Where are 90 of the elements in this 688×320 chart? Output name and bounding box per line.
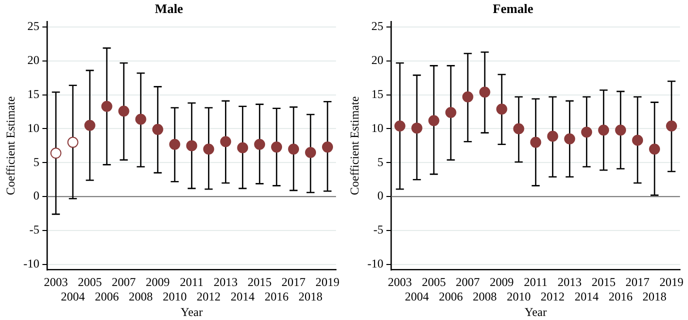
x-tick-label: 2014 [574, 290, 599, 304]
x-tick-label: 2007 [456, 275, 480, 290]
point [254, 138, 266, 150]
y-tick-label: 15 [27, 86, 40, 101]
x-tick-label: 2009 [146, 275, 170, 290]
point [186, 140, 198, 152]
point [564, 133, 576, 144]
point [666, 120, 678, 132]
point [237, 142, 248, 154]
y-axis-title: Coefficient Estimate [347, 96, 362, 196]
y-tick-label: 25 [27, 19, 40, 34]
x-tick-label: 2005 [422, 275, 446, 290]
y-tick-label: 0 [377, 188, 384, 203]
x-tick-label: 2016 [264, 290, 289, 304]
x-tick-label: 2004 [404, 290, 429, 304]
y-tick-label: -10 [367, 256, 384, 271]
point [101, 100, 112, 112]
point [288, 144, 300, 155]
point [169, 138, 180, 150]
point [547, 130, 558, 142]
y-tick-label: 20 [371, 53, 384, 68]
point [445, 106, 456, 118]
point [84, 120, 96, 131]
point [496, 104, 508, 115]
point [50, 148, 62, 159]
chart-title: Male [154, 1, 184, 16]
point [581, 126, 592, 138]
x-tick-label: 2019 [660, 275, 684, 290]
chart-title: Female [492, 1, 534, 16]
point [220, 136, 232, 148]
point [513, 123, 524, 134]
x-tick-label: 2013 [214, 275, 238, 290]
point [118, 106, 130, 117]
point [394, 120, 406, 132]
point [411, 122, 422, 134]
y-tick-label: -5 [373, 222, 384, 237]
x-tick-label: 2006 [438, 290, 463, 304]
x-tick-label: 2008 [472, 290, 497, 304]
point [649, 144, 660, 155]
point [305, 146, 316, 158]
y-tick-label: 20 [27, 53, 40, 68]
x-tick-label: 2010 [162, 290, 187, 304]
x-axis-title: Year [180, 304, 203, 319]
x-tick-label: 2011 [524, 275, 548, 290]
x-tick-label: 2003 [388, 275, 412, 290]
y-tick-label: 15 [371, 86, 384, 101]
point [632, 134, 644, 146]
x-tick-label: 2013 [558, 275, 582, 290]
point [479, 86, 490, 98]
point [428, 115, 440, 126]
point [271, 142, 282, 153]
y-tick-label: 10 [371, 120, 384, 135]
point [462, 91, 474, 102]
x-tick-label: 2016 [608, 290, 633, 304]
y-tick-label: 25 [371, 19, 384, 34]
point [322, 142, 334, 153]
y-tick-label: 5 [377, 154, 384, 169]
x-tick-label: 2005 [78, 275, 102, 290]
x-tick-label: 2019 [316, 275, 340, 290]
x-tick-label: 2012 [540, 290, 565, 304]
x-tick-label: 2018 [642, 290, 667, 304]
y-tick-label: 0 [33, 188, 40, 203]
point [67, 136, 78, 148]
point [152, 124, 164, 135]
x-tick-label: 2015 [248, 275, 272, 290]
x-tick-label: 2018 [298, 290, 323, 304]
x-tick-label: 2017 [282, 275, 306, 290]
x-tick-label: 2017 [626, 275, 650, 290]
x-tick-label: 2006 [94, 290, 119, 304]
point [203, 144, 214, 155]
y-axis-title: Coefficient Estimate [3, 96, 18, 196]
x-tick-label: 2011 [180, 275, 204, 290]
y-tick-label: -10 [23, 256, 40, 271]
x-tick-label: 2015 [592, 275, 616, 290]
point [530, 136, 542, 148]
x-tick-label: 2012 [196, 290, 221, 304]
point [598, 124, 610, 136]
x-tick-label: 2010 [506, 290, 531, 304]
x-tick-label: 2008 [128, 290, 153, 304]
point [135, 114, 146, 125]
x-tick-label: 2004 [60, 290, 85, 304]
y-tick-label: 5 [33, 154, 40, 169]
x-axis-title: Year [524, 304, 547, 319]
point [615, 124, 626, 136]
y-tick-label: 10 [27, 120, 40, 135]
x-tick-label: 2009 [490, 275, 514, 290]
x-tick-label: 2003 [44, 275, 68, 290]
y-tick-label: -5 [29, 222, 40, 237]
x-tick-label: 2007 [112, 275, 136, 290]
x-tick-label: 2014 [230, 290, 255, 304]
